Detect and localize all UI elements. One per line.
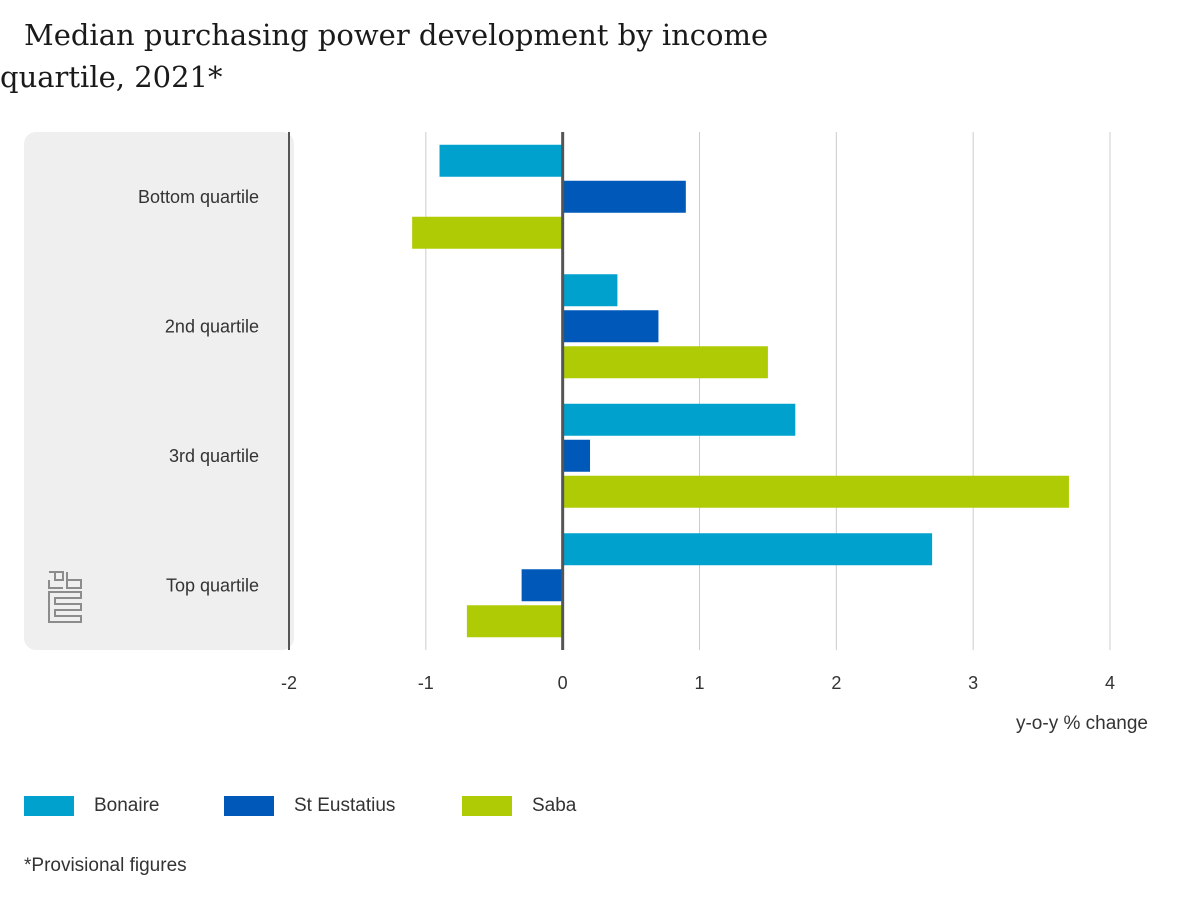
category-label: Bottom quartile — [138, 187, 259, 207]
bar-bonaire — [562, 403, 796, 436]
legend-item-st-eustatius: St Eustatius — [224, 795, 462, 817]
category-labels: Bottom quartile 2nd quartile 3rd quartile T… — [138, 187, 259, 596]
bars — [412, 144, 1069, 638]
legend-swatch-saba — [462, 796, 512, 816]
category-label: 3rd quartile — [169, 446, 259, 466]
bar-st-eustatius — [562, 310, 659, 343]
category-label: Top quartile — [166, 575, 259, 595]
bar-bonaire — [439, 144, 563, 177]
x-tick-label: 3 — [968, 673, 978, 693]
chart-title: Median purchasing power development by i… — [0, 18, 769, 94]
bar-bonaire — [562, 274, 618, 307]
legend-label-saba: Saba — [532, 795, 577, 816]
x-tick-labels: -2 -1 0 1 2 3 4 — [281, 673, 1115, 693]
bar-st-eustatius — [562, 180, 686, 213]
cbs-logo-icon — [48, 571, 82, 623]
x-tick-label: 4 — [1105, 673, 1115, 693]
x-tick-label: 2 — [831, 673, 841, 693]
bar-st-eustatius — [521, 569, 563, 602]
legend: Bonaire St Eustatius Saba — [24, 795, 576, 817]
bar-st-eustatius — [562, 439, 591, 472]
legend-swatch-st-eustatius — [224, 796, 274, 816]
legend-label-bonaire: Bonaire — [94, 795, 160, 816]
legend-swatch-bonaire — [24, 796, 74, 816]
bar-saba — [562, 475, 1069, 508]
x-tick-label: -1 — [418, 673, 434, 693]
bar-bonaire — [562, 533, 933, 566]
legend-item-bonaire: Bonaire — [24, 795, 224, 817]
footnote: *Provisional figures — [24, 855, 187, 876]
x-axis-label: y-o-y % change — [1016, 713, 1148, 734]
bar-saba — [466, 605, 563, 638]
category-label: 2nd quartile — [165, 316, 259, 336]
legend-item-saba: Saba — [462, 795, 576, 817]
bar-saba — [412, 216, 563, 249]
x-tick-label: 1 — [694, 673, 704, 693]
x-tick-label: 0 — [558, 673, 568, 693]
category-panel — [24, 132, 294, 650]
bar-saba — [562, 346, 768, 379]
x-tick-label: -2 — [281, 673, 297, 693]
legend-label-st-eustatius: St Eustatius — [294, 795, 396, 816]
